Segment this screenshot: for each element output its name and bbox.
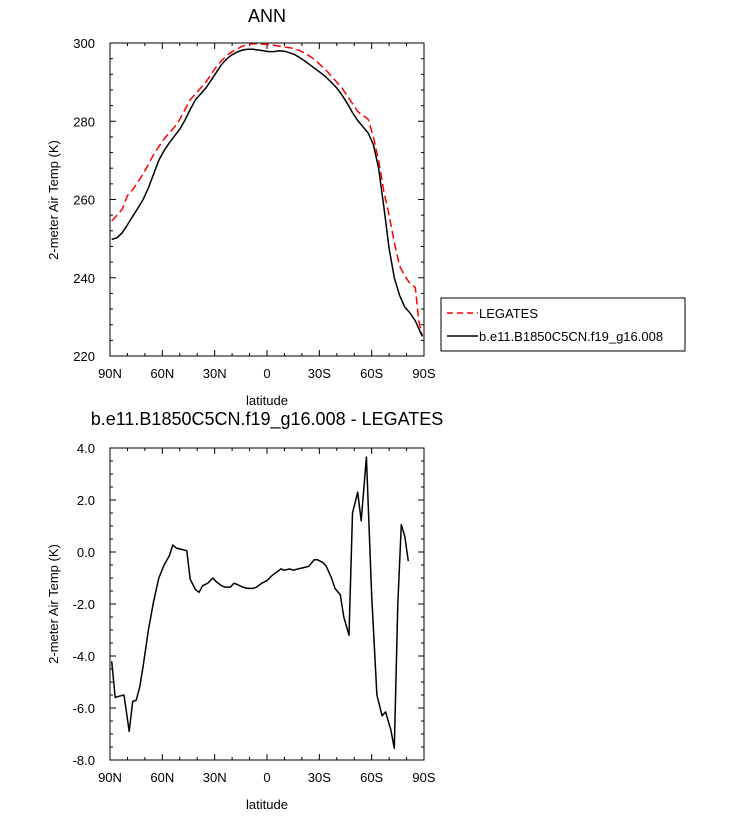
x-tick-label: 60N: [150, 366, 174, 381]
x-gridless-axis: 90N 60N 30N 0 30S 60S 90S 220 240 260 280 300: [73, 36, 436, 381]
series-lines: [111, 43, 424, 337]
y-axis-label: 2-meter Air Temp (K): [46, 544, 61, 664]
series-line-b-e11-b1850c5cn-f19-g16-008: [111, 48, 423, 337]
y-axis-label: 2-meter Air Temp (K): [46, 140, 61, 260]
legend-box: [440, 297, 686, 352]
x-tick-label: 90S: [412, 366, 435, 381]
series-lines: [110, 456, 410, 750]
x-tick-label: 90S: [412, 770, 435, 785]
x-tick-label: 30N: [203, 770, 227, 785]
legend-label-model: b.e11.B1850C5CN.f19_g16.008: [479, 329, 663, 344]
x-tick-label: 90N: [98, 770, 122, 785]
series-line-0: [110, 456, 410, 750]
y-tick-label: 220: [73, 349, 95, 364]
y-tick-label: 300: [73, 36, 95, 51]
y-tick-label: -4.0: [73, 649, 95, 664]
x-tick-label: 30S: [308, 770, 331, 785]
x-tick-label: 30N: [203, 366, 227, 381]
plot-frame: [109, 447, 425, 761]
y-tick-label: 260: [73, 193, 95, 208]
y-tick-label: 280: [73, 114, 95, 129]
x-tick-label: 30S: [308, 366, 331, 381]
x-tick-label: 60S: [360, 770, 383, 785]
x-tick-label: 60N: [150, 770, 174, 785]
y-tick-label: 2.0: [77, 493, 95, 508]
chart-title: b.e11.B1850C5CN.f19_g16.008 - LEGATES: [91, 409, 444, 430]
bottom-chart: b.e11.B1850C5CN.f19_g16.008 - LEGATES 90…: [46, 409, 443, 812]
y-tick-label: 0.0: [77, 545, 95, 560]
legend: LEGATES b.e11.B1850C5CN.f19_g16.008: [440, 297, 686, 352]
x-tick-label: 0: [263, 366, 270, 381]
axes: 90N 60N 30N 0 30S 60S 90S -8.0 -6.0 -4.0 -2.0 0.0 2.…: [73, 441, 436, 785]
chart-title: ANN: [248, 6, 286, 26]
x-tick-label: 90N: [98, 366, 122, 381]
y-tick-label: 4.0: [77, 441, 95, 456]
x-tick-label: 60S: [360, 366, 383, 381]
x-tick-label: 0: [263, 770, 270, 785]
y-tick-label: -6.0: [73, 701, 95, 716]
y-tick-label: -2.0: [73, 597, 95, 612]
legend-label-legates: LEGATES: [479, 306, 538, 321]
top-chart: ANN 90N 60N 30N 0 30S 60S 90S 220 240 260 280 300 l…: [46, 6, 686, 408]
x-axis-label: latitude: [246, 393, 288, 408]
x-axis-label: latitude: [246, 797, 288, 812]
y-tick-label: 240: [73, 271, 95, 286]
series-line-legates: [111, 43, 424, 337]
y-tick-label: -8.0: [73, 753, 95, 768]
plot-frame: [109, 42, 425, 357]
